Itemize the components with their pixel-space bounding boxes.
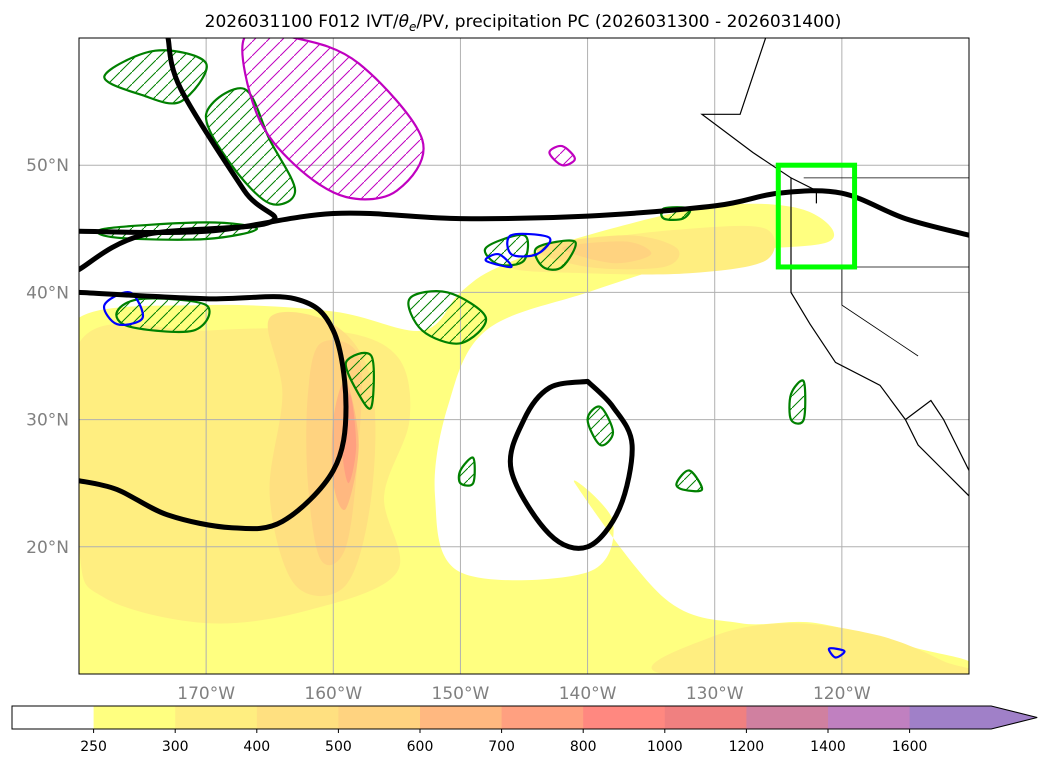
theta-e-contour <box>79 38 278 272</box>
border-line <box>841 267 919 357</box>
pv-magenta-contours <box>241 38 577 201</box>
blue-contour <box>484 253 513 269</box>
figure-title: 2026031100 F012 IVT/θe/PV, precipitation… <box>205 12 842 34</box>
colorbar-label: 250 <box>80 739 107 755</box>
magenta-contour <box>241 38 425 201</box>
lat-tick-label: 40°N <box>26 283 69 303</box>
magenta-contour <box>548 144 577 167</box>
lat-tick-label: 20°N <box>26 538 69 558</box>
colorbar-label: 500 <box>325 739 352 755</box>
colorbar-label: 1600 <box>892 739 928 755</box>
green-contour <box>788 379 807 425</box>
colorbar-segment <box>664 706 747 729</box>
colorbar-segment <box>175 706 258 729</box>
ivt-area-300 <box>651 623 969 674</box>
map-frame <box>78 37 970 675</box>
green-contour <box>344 351 375 410</box>
lon-tick-label: 150°W <box>432 684 490 704</box>
colorbar-label: 1400 <box>810 739 846 755</box>
lon-tick-label: 160°W <box>304 684 362 704</box>
green-contour <box>483 233 530 267</box>
colorbar-label: 300 <box>162 739 189 755</box>
green-contour <box>457 456 476 487</box>
lon-tick-label: 170°W <box>177 684 235 704</box>
colorbar-segment <box>420 706 503 729</box>
colorbar-segment <box>256 706 339 729</box>
colorbar-segment <box>583 706 666 729</box>
highlight-box <box>775 162 858 270</box>
green-contour <box>115 297 211 334</box>
colorbar-segment <box>12 706 95 729</box>
colorbar-label: 700 <box>488 739 515 755</box>
green-contour <box>407 290 488 345</box>
coastline <box>700 38 969 497</box>
lat-tick-label: 50°N <box>26 156 69 176</box>
colorbar-segment <box>93 706 176 729</box>
lon-tick-label: 140°W <box>559 684 617 704</box>
colorbar-segment <box>501 706 584 729</box>
ivt-fill-layer <box>79 203 969 674</box>
colorbar-label: 800 <box>570 739 597 755</box>
lat-tick-label: 30°N <box>26 411 69 431</box>
colorbar-segment <box>746 706 829 729</box>
colorbar-label: 600 <box>407 739 434 755</box>
colorbar-segment <box>909 706 992 729</box>
lon-tick-label: 120°W <box>813 684 871 704</box>
colorbar-segment <box>338 706 421 729</box>
theta-e-contour <box>79 289 349 532</box>
colorbar: 250 300 400 500 600 700 800 1000 1200 1400 1600 <box>11 705 1038 755</box>
map-area <box>79 38 969 674</box>
colorbar-label: 400 <box>243 739 270 755</box>
colorbar-segment <box>828 706 911 729</box>
highlight-box-layer <box>775 162 858 270</box>
colorbar-label: 1200 <box>729 739 765 755</box>
blue-contour <box>506 232 552 258</box>
theta-e-contour <box>507 378 635 551</box>
ivt-area-500 <box>562 241 652 264</box>
pv-green-contours <box>96 49 807 493</box>
colorbar-label: 1000 <box>647 739 683 755</box>
lon-tick-label: 130°W <box>686 684 744 704</box>
green-contour <box>675 469 704 493</box>
coastline <box>905 399 969 471</box>
colorbar-outline <box>11 705 1038 730</box>
blue-contour <box>827 647 846 659</box>
green-contour <box>586 405 615 447</box>
coastline-layer <box>700 38 969 497</box>
colorbar-extend-arrow <box>991 706 1038 729</box>
green-contour <box>204 87 297 206</box>
axis-tick-labels: 170°W 160°W 150°W 140°W 130°W 120°W 50°N 40°N 30… <box>26 156 871 704</box>
